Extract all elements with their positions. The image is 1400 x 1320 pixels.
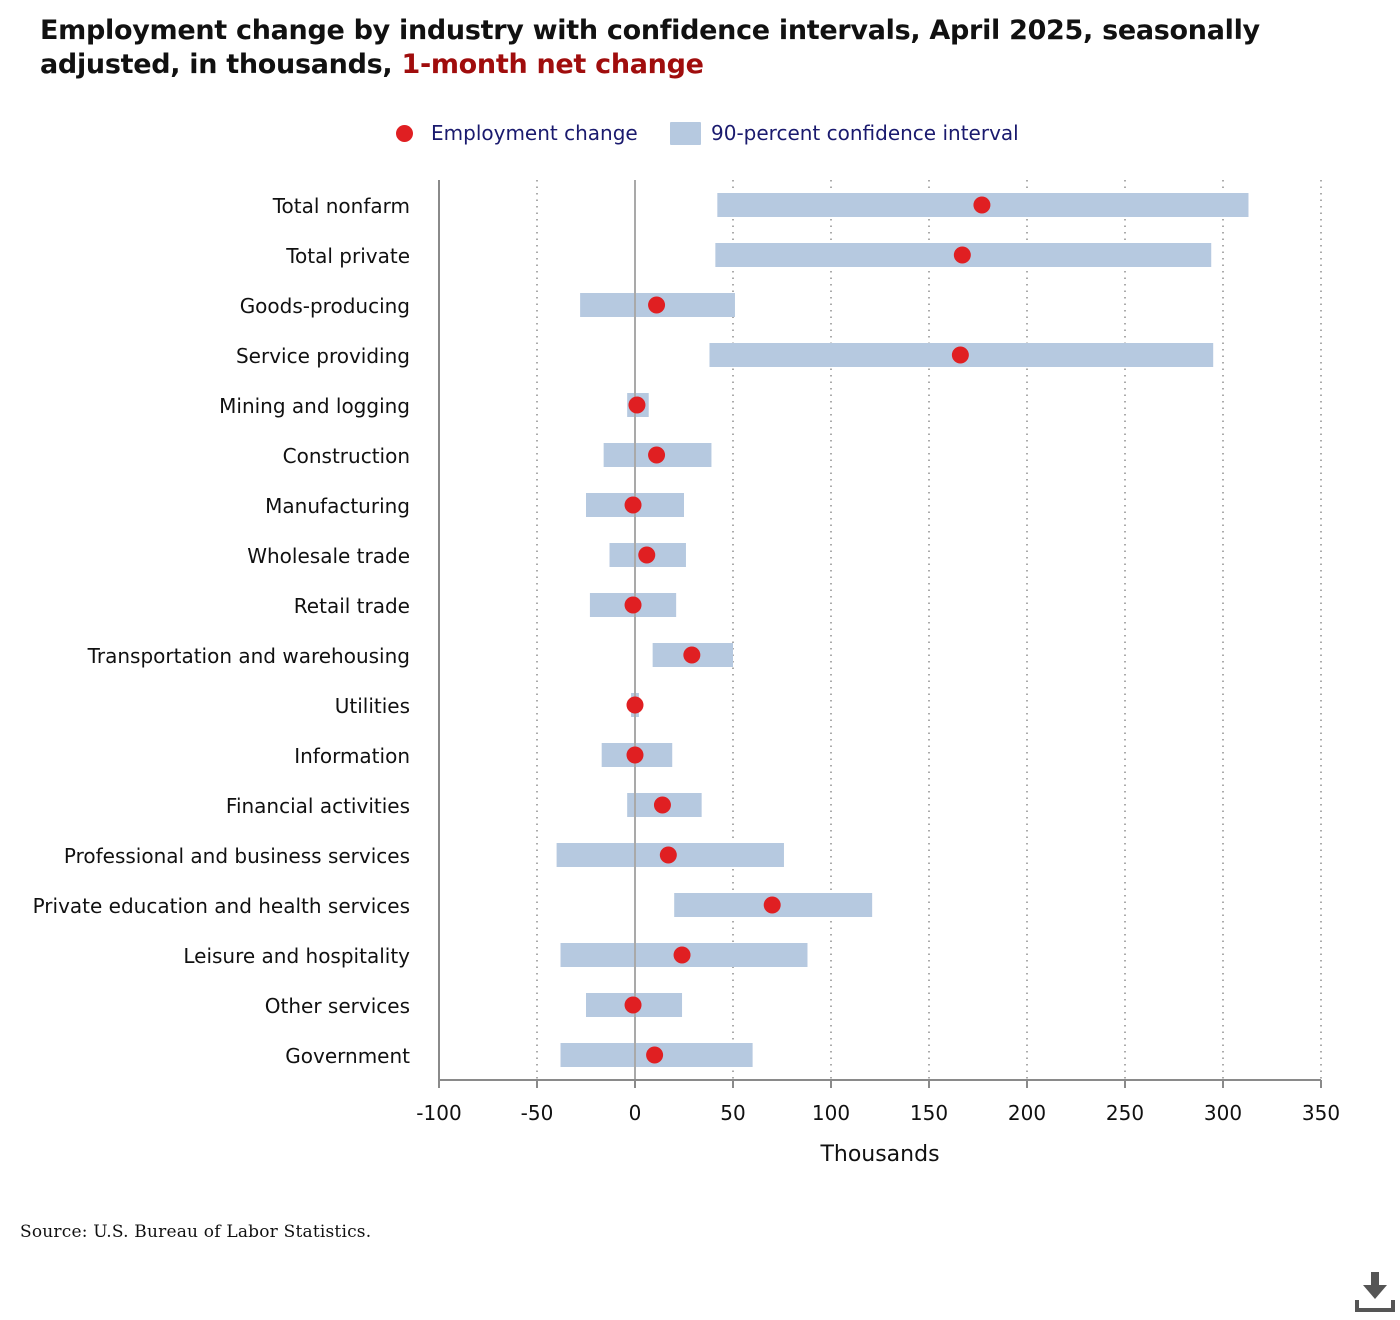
chart-title: Employment change by industry with confi… xyxy=(40,14,1360,82)
chart-title-main: Employment change by industry with confi… xyxy=(40,15,1260,80)
category-label: Service providing xyxy=(236,344,410,368)
category-label: Leisure and hospitality xyxy=(183,944,410,968)
category-label: Construction xyxy=(283,444,410,468)
category-label: Other services xyxy=(265,994,410,1018)
category-label: Mining and logging xyxy=(219,394,410,418)
category-label: Information xyxy=(294,744,410,768)
employment-change-point[interactable] xyxy=(624,996,642,1014)
legend-item-employment-change[interactable]: Employment change xyxy=(396,116,638,150)
employment-change-point[interactable] xyxy=(763,896,781,914)
chart-title-highlight: 1-month net change xyxy=(401,49,704,80)
employment-change-point[interactable] xyxy=(673,946,691,964)
employment-change-point[interactable] xyxy=(653,796,671,814)
x-tick-label: 250 xyxy=(1106,1101,1144,1125)
employment-change-point[interactable] xyxy=(973,196,991,214)
category-label: Total nonfarm xyxy=(272,194,410,218)
category-label: Retail trade xyxy=(294,594,410,618)
legend-interval-swatch-icon xyxy=(670,121,701,145)
legend-label-confidence-interval: 90-percent confidence interval xyxy=(711,121,1019,145)
download-button[interactable] xyxy=(1354,1270,1396,1314)
employment-change-point[interactable] xyxy=(648,446,666,464)
employment-change-point[interactable] xyxy=(659,846,677,864)
source-note: Source: U.S. Bureau of Labor Statistics. xyxy=(20,1222,372,1242)
category-label: Total private xyxy=(285,244,410,268)
employment-change-point[interactable] xyxy=(624,596,642,614)
category-label: Manufacturing xyxy=(265,494,410,518)
employment-change-point[interactable] xyxy=(624,496,642,514)
x-tick-label: 200 xyxy=(1008,1101,1046,1125)
category-label: Professional and business services xyxy=(64,844,410,868)
employment-change-point[interactable] xyxy=(638,546,656,564)
legend-label-employment-change: Employment change xyxy=(431,121,638,145)
x-tick-label: -50 xyxy=(521,1101,554,1125)
x-tick-label: 150 xyxy=(910,1101,948,1125)
employment-change-point[interactable] xyxy=(683,646,701,664)
employment-change-point[interactable] xyxy=(646,1046,664,1064)
x-tick-label: -100 xyxy=(416,1101,461,1125)
x-axis-title: Thousands xyxy=(819,1142,939,1167)
employment-change-point[interactable] xyxy=(648,296,666,314)
category-label: Wholesale trade xyxy=(247,544,410,568)
category-label: Transportation and warehousing xyxy=(87,644,410,668)
employment-change-point[interactable] xyxy=(953,246,971,264)
legend-item-confidence-interval[interactable]: 90-percent confidence interval xyxy=(670,116,1019,150)
x-tick-label: 0 xyxy=(629,1101,642,1125)
category-label: Financial activities xyxy=(226,794,410,818)
employment-change-point[interactable] xyxy=(626,746,644,764)
legend-dot-icon xyxy=(396,124,413,142)
dot-interval-chart: -100 -50 0 50 100 150 200 250 300 350 Total nonfar… xyxy=(33,180,1340,1167)
download-icon xyxy=(1355,1272,1395,1312)
x-tick-label: 350 xyxy=(1302,1101,1340,1125)
employment-change-point[interactable] xyxy=(626,696,644,714)
chart-legend: Employment change 90-percent confidence … xyxy=(0,116,1400,150)
x-tick-label: 100 xyxy=(812,1101,850,1125)
category-label: Government xyxy=(285,1044,410,1068)
employment-change-point[interactable] xyxy=(951,346,969,364)
category-label: Goods-producing xyxy=(240,294,410,318)
category-label: Private education and health services xyxy=(33,894,410,918)
x-tick-label: 300 xyxy=(1204,1101,1242,1125)
employment-change-point[interactable] xyxy=(628,396,646,414)
x-tick-label: 50 xyxy=(720,1101,745,1125)
category-label: Utilities xyxy=(335,694,410,718)
